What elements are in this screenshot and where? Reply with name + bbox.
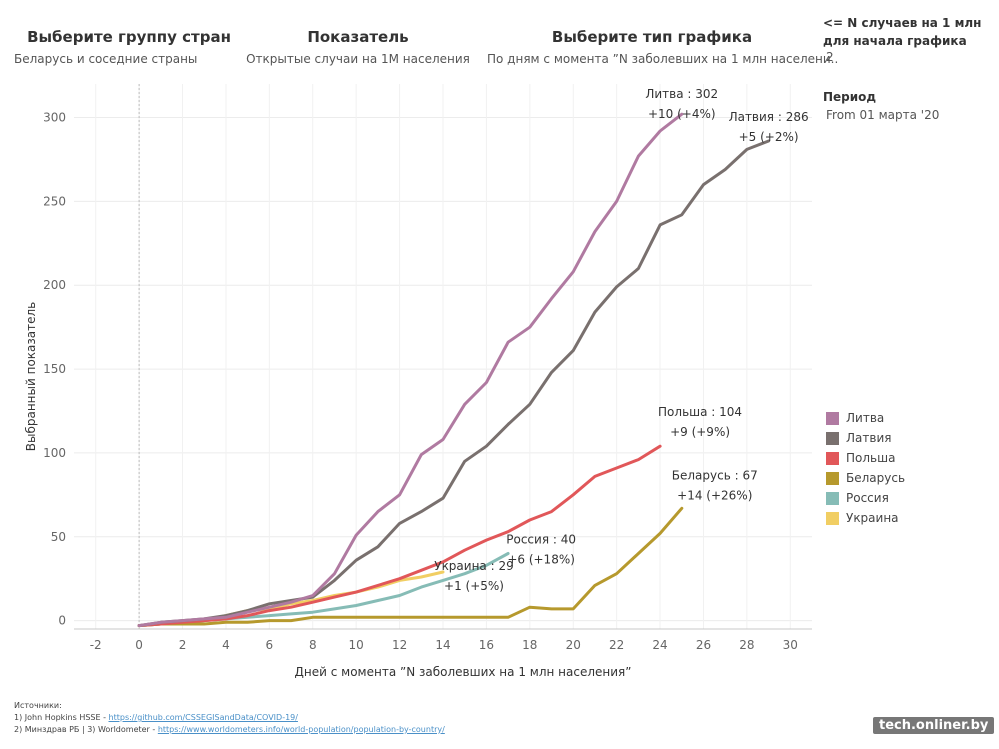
x-tick-label: 0: [135, 638, 143, 652]
x-tick-label: 4: [222, 638, 230, 652]
legend-label: Украина: [846, 511, 899, 525]
x-tick-label: 12: [392, 638, 407, 652]
y-axis-title: Выбранный показатель: [24, 302, 38, 452]
source-2-text: 2) Минздрав РБ | 3) Worldometer -: [14, 725, 158, 734]
threshold-title-line2: для начала графика: [823, 34, 967, 48]
legend-item[interactable]: Польша: [826, 448, 905, 468]
end-delta-label: +9 (+9%): [670, 425, 730, 439]
x-tick-label: 26: [696, 638, 711, 652]
y-tick-label: 0: [58, 614, 66, 628]
legend-item[interactable]: Литва: [826, 408, 905, 428]
legend-swatch: [826, 451, 839, 465]
period-filter[interactable]: Период From 01 марта '20: [823, 88, 939, 122]
end-delta-label: +14 (+26%): [677, 488, 752, 502]
x-tick-label: 22: [609, 638, 624, 652]
legend-swatch: [826, 491, 839, 505]
legend-item[interactable]: Латвия: [826, 428, 905, 448]
legend-swatch: [826, 511, 839, 525]
x-tick-label: 8: [309, 638, 317, 652]
x-tick-label: 10: [349, 638, 364, 652]
period-value[interactable]: From 01 марта '20: [826, 108, 940, 122]
end-delta-label: +5 (+2%): [739, 130, 799, 144]
y-tick-label: 150: [43, 362, 66, 376]
y-tick-label: 250: [43, 194, 66, 208]
chart-type-value[interactable]: По дням с момента ”N заболевших на 1 млн…: [487, 52, 839, 66]
chart-type-title: Выберите тип графика: [551, 28, 753, 46]
metric-value[interactable]: Открытые случаи на 1М населения: [246, 52, 470, 66]
y-tick-label: 300: [43, 111, 66, 125]
legend-label: Беларусь: [846, 471, 906, 485]
x-tick-label: 20: [566, 638, 581, 652]
threshold-title-line1: <= N случаев на 1 млн: [823, 16, 982, 30]
source-1-text: 1) John Hopkins HSSE -: [14, 713, 109, 722]
legend-swatch: [826, 431, 839, 445]
period-title: Период: [823, 90, 877, 104]
sources-heading: Источники:: [14, 701, 62, 710]
metric-filter[interactable]: Показатель Открытые случаи на 1М населен…: [238, 28, 478, 66]
source-line-1: 1) John Hopkins HSSE - https://github.co…: [14, 712, 445, 724]
series-line-Польша: [137, 444, 662, 628]
x-axis-title: Дней с момента ”N заболевших на 1 млн на…: [295, 665, 632, 679]
x-tick-label: 24: [652, 638, 667, 652]
sources: Источники: 1) John Hopkins HSSE - https:…: [14, 700, 445, 736]
metric-title: Показатель: [307, 28, 409, 46]
end-label: Беларусь : 67: [672, 468, 758, 482]
x-tick-label: 2: [179, 638, 187, 652]
end-label: Польша : 104: [658, 405, 742, 419]
legend-swatch: [826, 471, 839, 485]
legend-label: Литва: [846, 411, 885, 425]
country-group-title: Выберите группу стран: [27, 28, 231, 46]
y-tick-label: 50: [51, 530, 66, 544]
end-delta-label: +1 (+5%): [444, 579, 504, 593]
x-tick-label: 6: [266, 638, 274, 652]
legend-item[interactable]: Украина: [826, 508, 905, 528]
legend-label: Польша: [846, 451, 896, 465]
y-tick-label: 100: [43, 446, 66, 460]
threshold-value[interactable]: 2: [826, 50, 834, 64]
source-1-link[interactable]: https://github.com/CSSEGISandData/COVID-…: [108, 713, 298, 722]
end-label: Литва : 302: [645, 87, 718, 101]
x-tick-label: 28: [739, 638, 754, 652]
x-tick-label: 18: [522, 638, 537, 652]
chart-type-filter[interactable]: Выберите тип графика По дням с момента ”…: [487, 28, 839, 66]
legend-swatch: [826, 411, 839, 425]
end-delta-label: +10 (+4%): [648, 107, 716, 121]
end-delta-label: +6 (+18%): [507, 553, 575, 567]
series-line-Латвия: [137, 139, 771, 628]
x-tick-label: -2: [90, 638, 102, 652]
legend: Литва Латвия Польша Беларусь Россия Украина: [826, 408, 905, 528]
legend-label: Латвия: [846, 431, 892, 445]
end-label: Россия : 40: [506, 533, 576, 547]
legend-item[interactable]: Россия: [826, 488, 905, 508]
source-2-link[interactable]: https://www.worldometers.info/world-popu…: [157, 725, 445, 734]
end-label: Латвия : 286: [729, 110, 809, 124]
series-line-Беларусь: [137, 506, 684, 628]
series-line-Литва: [137, 112, 684, 628]
threshold-filter[interactable]: <= N случаев на 1 млн для начала графика…: [823, 14, 981, 64]
end-label: Украина : 29: [434, 559, 513, 573]
x-tick-label: 30: [783, 638, 798, 652]
x-tick-label: 16: [479, 638, 494, 652]
country-group-filter[interactable]: Выберите группу стран Беларусь и соседни…: [8, 28, 250, 66]
x-tick-label: 14: [435, 638, 450, 652]
legend-label: Россия: [846, 491, 889, 505]
country-group-value[interactable]: Беларусь и соседние страны: [14, 52, 198, 66]
source-line-2: 2) Минздрав РБ | 3) Worldometer - https:…: [14, 724, 445, 736]
watermark-logo: tech.onliner.by: [873, 717, 995, 734]
y-tick-label: 200: [43, 278, 66, 292]
legend-item[interactable]: Беларусь: [826, 468, 905, 488]
